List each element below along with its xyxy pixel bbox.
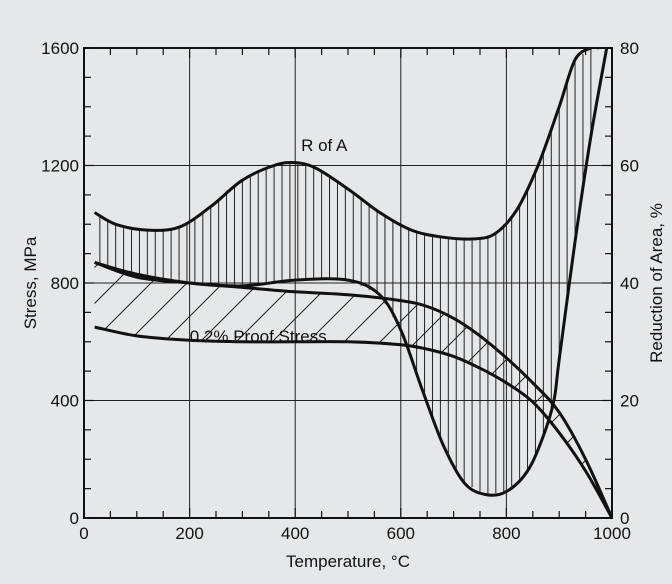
annotation-r-of-a: R of A bbox=[301, 136, 348, 155]
tick-labels: 0 200 400 600 800 100004008001200160002040608… bbox=[41, 39, 639, 543]
x-tick-label: 400 bbox=[281, 524, 309, 543]
tick-marks bbox=[83, 47, 613, 519]
curve-upper bbox=[93, 48, 599, 241]
x-tick-label: 600 bbox=[387, 524, 415, 543]
y-tick-label-left: 0 bbox=[70, 509, 79, 528]
annotation-proof-stress: 0.2% Proof Stress bbox=[190, 327, 327, 346]
x-tick-label: 200 bbox=[175, 524, 203, 543]
x-tick-label: 800 bbox=[492, 524, 520, 543]
y-axis-title-right: Reduction of Area, % bbox=[647, 203, 666, 363]
y-tick-label-right: 40 bbox=[620, 274, 639, 293]
curve-lower bbox=[94, 48, 609, 497]
y-tick-label-left: 1600 bbox=[41, 39, 79, 58]
curves bbox=[93, 48, 612, 518]
curve-upper bbox=[94, 260, 612, 518]
y-axis-title-left: Stress, MPa bbox=[21, 236, 40, 329]
y-tick-label-right: 0 bbox=[620, 509, 629, 528]
hatch-line-diagonal bbox=[94, 262, 361, 518]
y-tick-label-right: 80 bbox=[620, 39, 639, 58]
gridlines bbox=[84, 48, 612, 518]
x-tick-label: 0 bbox=[79, 524, 88, 543]
hatch-line-diagonal bbox=[94, 262, 541, 518]
y-tick-label-left: 800 bbox=[51, 274, 79, 293]
y-tick-label-right: 20 bbox=[620, 392, 639, 411]
y-tick-label-left: 1200 bbox=[41, 157, 79, 176]
hatch-line-diagonal bbox=[311, 262, 612, 518]
y-tick-label-left: 400 bbox=[51, 392, 79, 411]
hatch-line-diagonal bbox=[167, 262, 612, 518]
hatch-line-diagonal bbox=[491, 262, 612, 518]
x-tick-label: 1000 bbox=[593, 524, 631, 543]
curve-lower bbox=[94, 325, 612, 518]
y-tick-label-right: 60 bbox=[620, 157, 639, 176]
x-axis-title: Temperature, °C bbox=[286, 552, 410, 571]
